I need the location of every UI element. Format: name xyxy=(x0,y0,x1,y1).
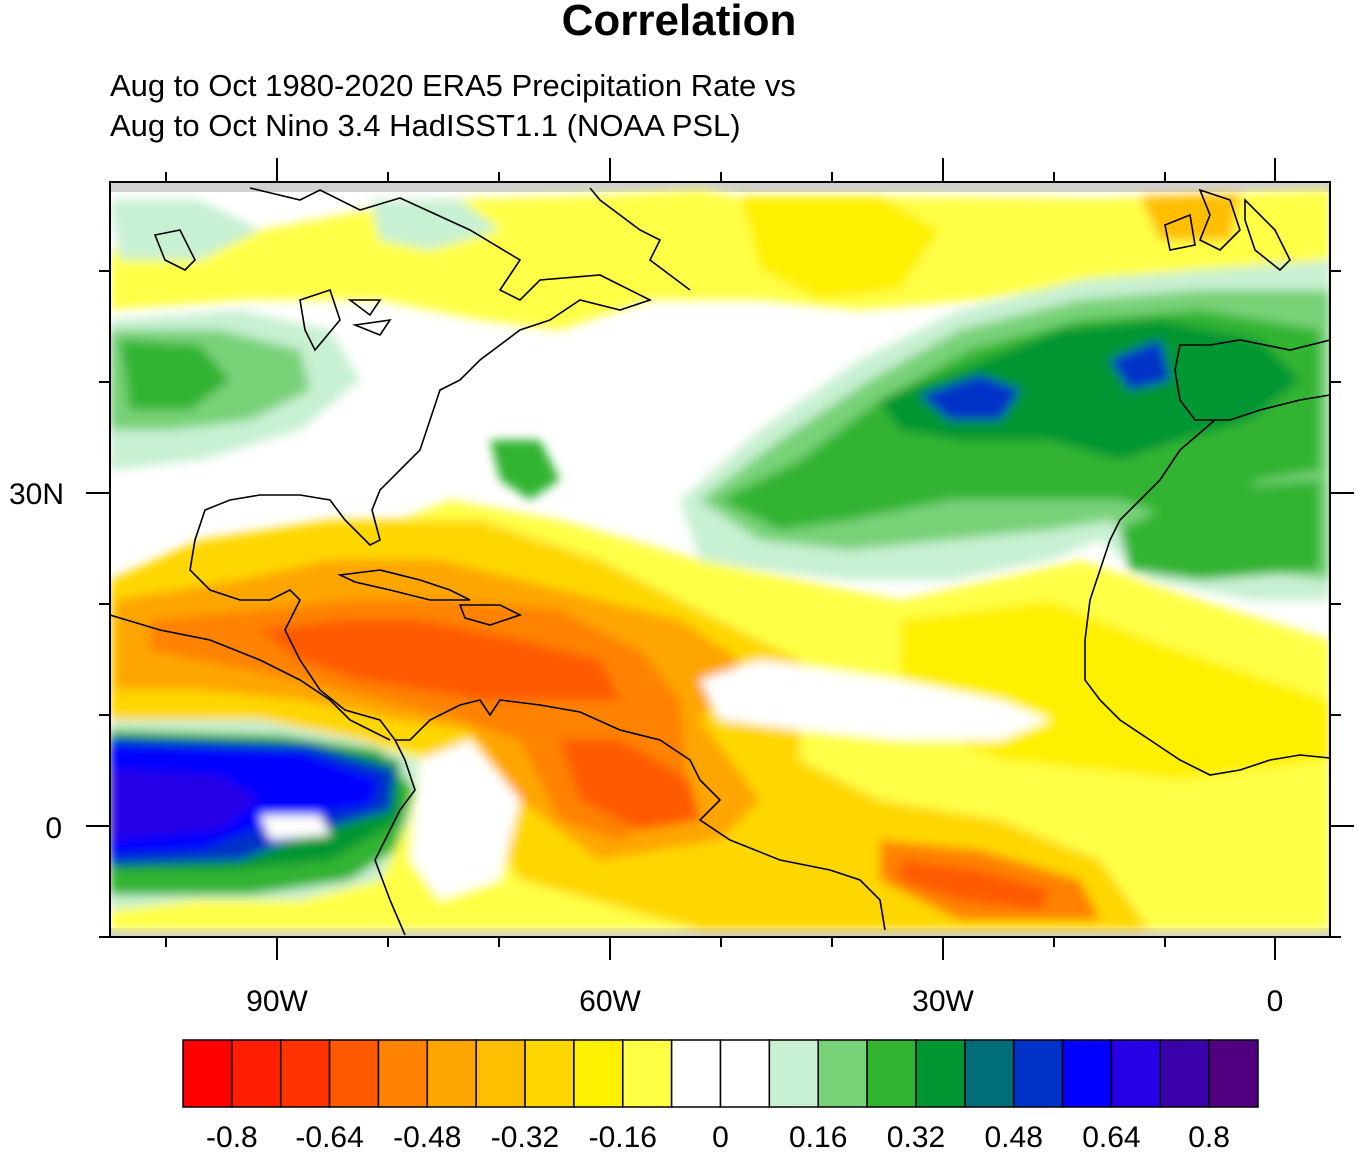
colorbar-box xyxy=(279,1039,331,1108)
coastline-canada-north xyxy=(153,187,691,291)
y-tick-label-0: 0 xyxy=(45,812,62,845)
colorbar-box xyxy=(719,1039,771,1108)
colorbar-tick-label: 0.48 xyxy=(984,1121,1043,1154)
colorbar-box xyxy=(1110,1039,1162,1108)
coastline-europe-africa xyxy=(1084,339,1330,776)
field-indigo-pacific xyxy=(110,770,260,840)
colorbar-tick-label: 0.64 xyxy=(1082,1121,1141,1154)
colorbar-tick-label: 0.8 xyxy=(1188,1121,1230,1154)
colorbar-box xyxy=(817,1039,868,1108)
colorbar-box xyxy=(231,1039,282,1108)
field-light-green-north-top xyxy=(110,200,260,260)
colorbar-box xyxy=(1208,1039,1259,1108)
colorbar xyxy=(182,1039,1259,1108)
colorbar-box xyxy=(573,1039,624,1108)
colorbar-tick-label: 0 xyxy=(712,1121,729,1154)
field-green-bermuda xyxy=(490,440,560,500)
colorbar-box xyxy=(768,1039,819,1108)
coastline-british-isles xyxy=(1164,188,1291,272)
missing-data-bottom-strip xyxy=(110,928,1330,937)
field-red-atlantic-south xyxy=(900,860,1050,910)
colorbar-box xyxy=(866,1039,917,1108)
colorbar-tick-label: -0.8 xyxy=(206,1121,258,1154)
field-white-tropical-atlantic xyxy=(700,660,1050,740)
coastlines xyxy=(110,187,1330,936)
colorbar-box xyxy=(1061,1039,1113,1108)
coastline-south-america-west xyxy=(374,739,416,936)
colorbar-box xyxy=(622,1039,673,1108)
subtitle-line-2: Aug to Oct Nino 3.4 HadISST1.1 (NOAA PSL… xyxy=(110,108,741,143)
colorbar-box xyxy=(1159,1039,1210,1108)
axis-tick-labels: 90W 60W 30W 0 30N 0 xyxy=(9,478,1283,1018)
y-tick-label-30n: 30N xyxy=(9,478,64,511)
coastline-hispaniola xyxy=(458,604,523,626)
x-tick-label-60w: 60W xyxy=(579,985,641,1018)
colorbar-box xyxy=(670,1039,722,1108)
chart-title: Correlation xyxy=(561,0,797,45)
field-green-west-africa xyxy=(1120,480,1320,580)
colorbar-box xyxy=(475,1039,526,1108)
colorbar-box xyxy=(182,1039,233,1108)
colorbar-tick-label: 0.32 xyxy=(886,1121,946,1154)
subtitle-line-1: Aug to Oct 1980-2020 ERA5 Precipitation … xyxy=(110,68,796,103)
colorbar-tick-label: 0.16 xyxy=(788,1121,848,1154)
field-light-green-canada xyxy=(370,200,500,250)
field-dark-green-north-atlantic xyxy=(880,320,1300,460)
colorbar-box xyxy=(377,1039,429,1108)
x-tick-label-90w: 90W xyxy=(246,985,308,1018)
colorbar-tick-label: -0.16 xyxy=(588,1121,657,1154)
colorbar-tick-label: -0.48 xyxy=(393,1121,462,1154)
x-tick-label-0: 0 xyxy=(1267,985,1284,1018)
colorbar-box xyxy=(964,1039,1015,1108)
x-axis-ticks xyxy=(165,158,1276,960)
colorbar-box xyxy=(1012,1039,1064,1108)
field-white-central-atlantic xyxy=(560,380,700,480)
coastline-central-america-pacific xyxy=(110,614,391,741)
colorbar-tick-label: -0.32 xyxy=(490,1121,560,1154)
field-blue-iberia xyxy=(1110,340,1170,390)
field-red-orange-caribbean xyxy=(260,620,620,700)
colorbar-box xyxy=(524,1039,575,1108)
field-white-pacific-gap xyxy=(260,815,330,840)
colorbar-box xyxy=(328,1039,380,1108)
field-blue-north-atlantic xyxy=(920,375,1020,420)
colorbar-tick-label: -0.64 xyxy=(295,1121,364,1154)
map-plot-area xyxy=(110,182,1330,937)
missing-data-top-strip xyxy=(110,182,1330,192)
field-white-south-america xyxy=(410,740,520,900)
coastline-north-america-east xyxy=(189,187,886,931)
y-axis-ticks xyxy=(86,270,1354,938)
x-tick-label-30w: 30W xyxy=(912,985,974,1018)
field-red-orange-south-america xyxy=(560,740,700,830)
correlation-field xyxy=(110,190,1330,930)
field-mid-green-north-america xyxy=(120,340,230,410)
field-yellow-top xyxy=(740,196,940,300)
colorbar-box xyxy=(915,1039,966,1108)
coastline-cuba xyxy=(337,569,471,601)
colorbar-box xyxy=(426,1039,477,1108)
coastline-great-lakes xyxy=(299,288,392,352)
